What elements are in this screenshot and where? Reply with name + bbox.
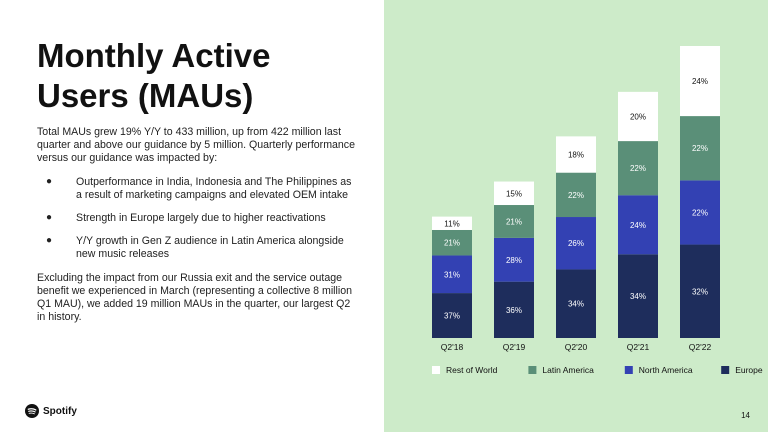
data-label: 20% bbox=[630, 112, 646, 121]
bullet-dot-icon: ● bbox=[46, 212, 53, 224]
bar-segment bbox=[494, 237, 534, 282]
legend-swatch bbox=[624, 366, 633, 374]
data-label: 22% bbox=[692, 208, 708, 217]
spotify-icon bbox=[25, 404, 39, 418]
data-label: 24% bbox=[630, 221, 646, 230]
bullet-item: ● Outperformance in India, Indonesia and … bbox=[37, 176, 357, 202]
chart-panel: 37% 31% 21% 11% Q2'18 36% 28% 21% 15% Q2'19 34% 26%… bbox=[384, 0, 768, 432]
data-label: 18% bbox=[568, 151, 584, 160]
data-label: 21% bbox=[506, 217, 522, 226]
bar-segment bbox=[618, 141, 658, 196]
bar-segment bbox=[556, 217, 596, 270]
bullet-dot-icon: ● bbox=[46, 235, 53, 247]
data-label: 28% bbox=[506, 256, 522, 265]
logo-wordmark: Spotify bbox=[43, 405, 77, 417]
bar-segment bbox=[432, 216, 472, 230]
bar-segment bbox=[556, 136, 596, 173]
closing-paragraph: Excluding the impact from our Russia exi… bbox=[37, 271, 353, 324]
bar-segment bbox=[494, 281, 534, 338]
data-label: 22% bbox=[692, 144, 708, 153]
data-label: 26% bbox=[568, 239, 584, 248]
x-tick-label: Q2'20 bbox=[565, 342, 588, 352]
data-label: 37% bbox=[444, 312, 460, 321]
x-tick-label: Q2'21 bbox=[627, 342, 650, 352]
bar-segment bbox=[432, 255, 472, 294]
bar-segment bbox=[618, 254, 658, 338]
bar-segment bbox=[680, 244, 720, 338]
data-label: 22% bbox=[630, 164, 646, 173]
bar-segment bbox=[556, 269, 596, 338]
slide-body: Total MAUs grew 19% Y/Y to 433 million, … bbox=[37, 126, 357, 324]
stacked-bar-chart: 37% 31% 21% 11% Q2'18 36% 28% 21% 15% Q2'19 34% 26%… bbox=[432, 46, 763, 375]
bullet-dot-icon: ● bbox=[46, 175, 53, 187]
legend-swatch bbox=[432, 366, 440, 374]
data-label: 22% bbox=[568, 191, 584, 200]
legend-swatch bbox=[721, 366, 730, 374]
legend-label: Latin America bbox=[542, 365, 594, 375]
data-label: 24% bbox=[692, 77, 708, 86]
legend-swatch bbox=[528, 366, 537, 374]
bar-segment bbox=[618, 195, 658, 255]
bar-segment bbox=[680, 116, 720, 181]
bar-segment bbox=[556, 172, 596, 218]
data-label: 32% bbox=[692, 287, 708, 296]
data-label: 11% bbox=[444, 219, 459, 228]
page-number: 14 bbox=[741, 411, 750, 420]
bar-segment bbox=[618, 91, 658, 142]
intro-paragraph: Total MAUs grew 19% Y/Y to 433 million, … bbox=[37, 126, 355, 165]
bullet-item: ● Y/Y growth in Gen Z audience in Latin A… bbox=[37, 235, 357, 261]
x-tick-label: Q2'18 bbox=[441, 342, 464, 352]
spotify-logo: Spotify bbox=[25, 404, 77, 418]
bullet-item: ● Strength in Europe largely due to highe… bbox=[37, 212, 357, 225]
data-label: 34% bbox=[630, 292, 646, 301]
legend-label: North America bbox=[639, 365, 693, 375]
data-label: 34% bbox=[568, 300, 584, 309]
data-label: 31% bbox=[444, 270, 460, 279]
data-label: 21% bbox=[444, 239, 460, 248]
bar-segment bbox=[432, 229, 472, 256]
data-label: 15% bbox=[506, 189, 522, 198]
legend-label: Europe bbox=[735, 365, 763, 375]
text-panel: Monthly Active Users (MAUs) Total MAUs g… bbox=[0, 0, 384, 432]
bar-segment bbox=[494, 205, 534, 238]
bullet-text: Strength in Europe largely due to higher… bbox=[76, 212, 326, 225]
x-tick-label: Q2'19 bbox=[503, 342, 526, 352]
legend-label: Rest of World bbox=[446, 365, 498, 375]
data-label: 36% bbox=[506, 306, 522, 315]
x-tick-label: Q2'22 bbox=[689, 342, 712, 352]
bar-segment bbox=[494, 181, 534, 206]
bar-segment bbox=[432, 293, 472, 338]
bar-segment bbox=[680, 180, 720, 245]
bullet-text: Outperformance in India, Indonesia and T… bbox=[76, 175, 352, 201]
slide-title: Monthly Active Users (MAUs) bbox=[37, 37, 271, 114]
bar-segment bbox=[680, 46, 720, 117]
bullet-text: Y/Y growth in Gen Z audience in Latin Am… bbox=[76, 235, 344, 261]
bullet-list: ● Outperformance in India, Indonesia and … bbox=[37, 176, 357, 262]
